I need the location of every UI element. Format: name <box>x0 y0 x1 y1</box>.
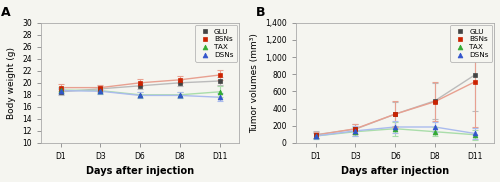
Text: B: B <box>256 6 266 19</box>
GLU <box>58 91 64 93</box>
BSNs <box>312 134 318 136</box>
GLU <box>472 74 478 76</box>
BSNs <box>392 113 398 115</box>
TAX <box>137 94 143 96</box>
DSNs <box>98 90 103 92</box>
Y-axis label: Tumor volumes (mm³): Tumor volumes (mm³) <box>250 33 260 133</box>
Line: BSNs: BSNs <box>58 73 222 90</box>
Line: DSNs: DSNs <box>314 124 477 139</box>
TAX <box>177 94 183 96</box>
DSNs <box>352 130 358 132</box>
TAX <box>472 134 478 136</box>
DSNs <box>432 126 438 128</box>
Text: A: A <box>1 6 11 19</box>
Line: BSNs: BSNs <box>314 80 477 138</box>
BSNs <box>98 86 103 89</box>
Line: GLU: GLU <box>314 73 477 137</box>
TAX <box>392 128 398 130</box>
TAX <box>312 135 318 137</box>
GLU <box>312 134 318 136</box>
TAX <box>98 90 103 92</box>
DSNs <box>312 135 318 137</box>
Line: GLU: GLU <box>58 79 222 94</box>
TAX <box>58 89 64 91</box>
BSNs <box>177 79 183 81</box>
GLU <box>137 85 143 87</box>
Y-axis label: Body weight (g): Body weight (g) <box>8 47 16 119</box>
Legend: GLU, BSNs, TAX, DSNs: GLU, BSNs, TAX, DSNs <box>196 25 237 62</box>
GLU <box>216 80 222 82</box>
GLU <box>98 88 103 90</box>
GLU <box>177 82 183 84</box>
Line: TAX: TAX <box>58 88 222 97</box>
TAX <box>216 91 222 93</box>
GLU <box>392 113 398 115</box>
TAX <box>352 131 358 133</box>
DSNs <box>137 94 143 96</box>
BSNs <box>432 101 438 103</box>
TAX <box>432 131 438 133</box>
BSNs <box>137 82 143 84</box>
BSNs <box>352 128 358 130</box>
DSNs <box>216 96 222 98</box>
X-axis label: Days after injection: Days after injection <box>86 167 194 176</box>
BSNs <box>58 86 64 89</box>
Line: DSNs: DSNs <box>58 88 222 100</box>
GLU <box>432 100 438 102</box>
DSNs <box>177 94 183 96</box>
DSNs <box>58 90 64 92</box>
DSNs <box>392 126 398 128</box>
GLU <box>352 128 358 130</box>
Line: TAX: TAX <box>314 126 477 139</box>
BSNs <box>216 74 222 76</box>
Legend: GLU, BSNs, TAX, DSNs: GLU, BSNs, TAX, DSNs <box>450 25 492 62</box>
BSNs <box>472 81 478 83</box>
X-axis label: Days after injection: Days after injection <box>341 167 449 176</box>
DSNs <box>472 132 478 134</box>
